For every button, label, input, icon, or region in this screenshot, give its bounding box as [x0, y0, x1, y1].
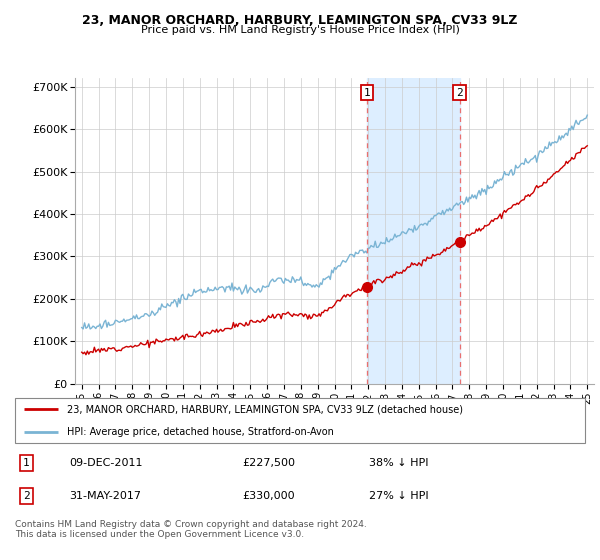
Text: 1: 1	[364, 87, 370, 97]
Text: 09-DEC-2011: 09-DEC-2011	[70, 458, 143, 468]
Text: £227,500: £227,500	[242, 458, 295, 468]
Text: HPI: Average price, detached house, Stratford-on-Avon: HPI: Average price, detached house, Stra…	[67, 427, 334, 437]
Text: 1: 1	[23, 458, 30, 468]
Text: Contains HM Land Registry data © Crown copyright and database right 2024.
This d: Contains HM Land Registry data © Crown c…	[15, 520, 367, 539]
Text: Price paid vs. HM Land Registry's House Price Index (HPI): Price paid vs. HM Land Registry's House …	[140, 25, 460, 35]
Text: 23, MANOR ORCHARD, HARBURY, LEAMINGTON SPA, CV33 9LZ: 23, MANOR ORCHARD, HARBURY, LEAMINGTON S…	[82, 14, 518, 27]
Bar	[367, 78, 460, 384]
Text: 23, MANOR ORCHARD, HARBURY, LEAMINGTON SPA, CV33 9LZ (detached house): 23, MANOR ORCHARD, HARBURY, LEAMINGTON S…	[67, 404, 463, 414]
Text: 2: 2	[456, 87, 463, 97]
Text: 31-MAY-2017: 31-MAY-2017	[70, 491, 142, 501]
Text: 38% ↓ HPI: 38% ↓ HPI	[369, 458, 428, 468]
FancyBboxPatch shape	[15, 398, 585, 443]
Text: £330,000: £330,000	[242, 491, 295, 501]
Text: 27% ↓ HPI: 27% ↓ HPI	[369, 491, 429, 501]
Text: 2: 2	[23, 491, 30, 501]
